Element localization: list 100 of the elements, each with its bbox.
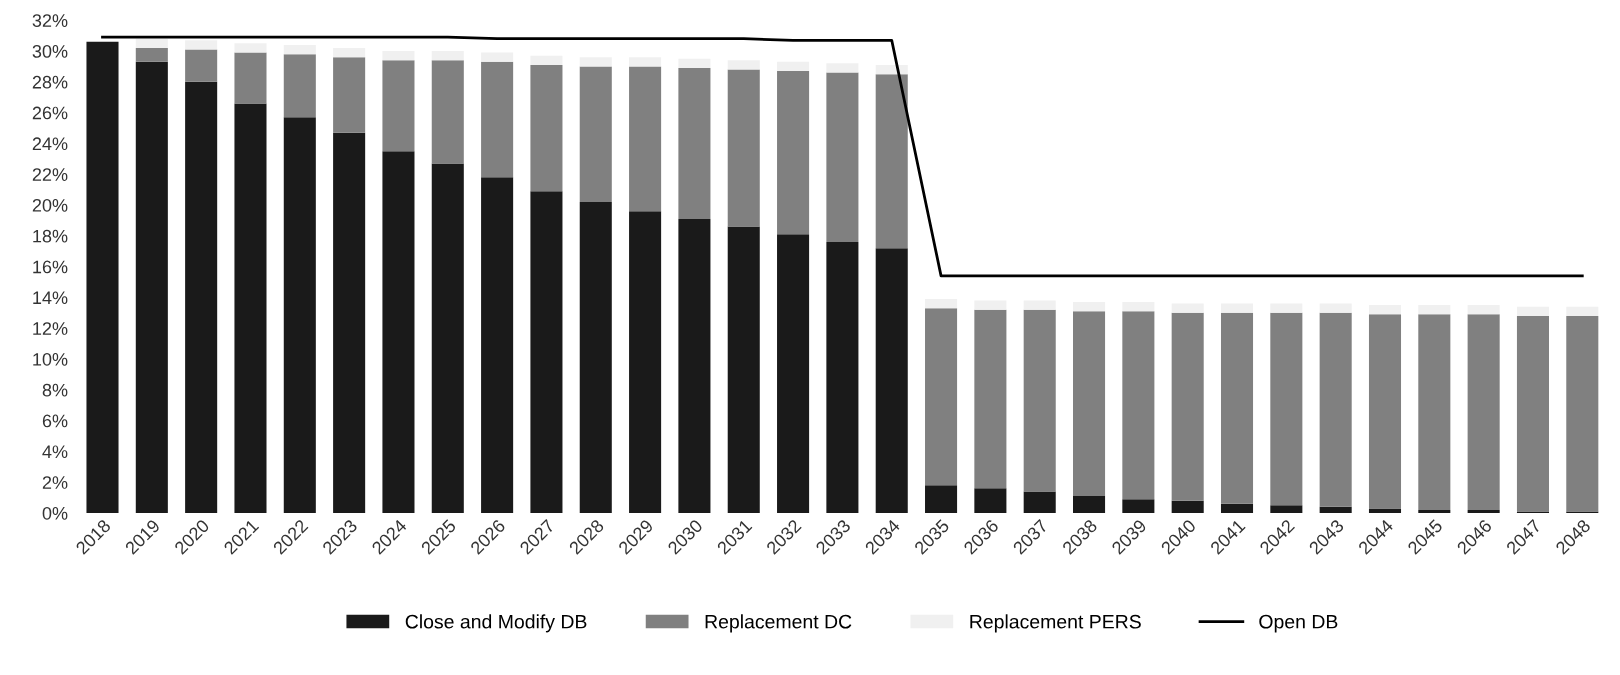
- bar: [283, 117, 316, 513]
- bar: [1122, 302, 1155, 312]
- bar: [1171, 303, 1204, 313]
- bar: [777, 71, 810, 235]
- bar: [1073, 302, 1106, 312]
- bar: [727, 226, 760, 513]
- bar: [481, 177, 514, 513]
- line-series: [101, 35, 1584, 278]
- bar: [678, 218, 711, 513]
- bar: [1467, 509, 1500, 513]
- y-tick-label: 28%: [32, 75, 68, 89]
- bar: [1368, 314, 1402, 509]
- bar: [1418, 305, 1451, 315]
- bar: [135, 38, 168, 48]
- bar: [777, 234, 810, 513]
- bar: [185, 81, 218, 513]
- bar: [974, 300, 1007, 310]
- bar: [579, 66, 612, 202]
- bar: [629, 66, 662, 212]
- y-tick-label: 2%: [42, 476, 68, 489]
- y-tick-label: 20%: [32, 198, 68, 212]
- bar: [1418, 314, 1451, 510]
- bar: [777, 61, 810, 72]
- bar: [1319, 303, 1352, 313]
- bar: [333, 47, 366, 58]
- bar: [1368, 305, 1402, 315]
- y-tick-label: 26%: [32, 106, 68, 120]
- bar: [1023, 300, 1056, 310]
- bar: [1073, 311, 1106, 497]
- bar: [135, 47, 168, 62]
- bar: [1122, 311, 1155, 500]
- bar: [826, 63, 859, 73]
- bar: [925, 308, 958, 486]
- legend-label: Open DB: [1259, 614, 1338, 633]
- bar: [1319, 506, 1352, 513]
- bar: [1516, 315, 1550, 512]
- bar: [234, 52, 267, 104]
- bar: [875, 74, 908, 249]
- bar: [530, 64, 563, 192]
- y-tick-label: 18%: [33, 229, 68, 243]
- bar: [629, 211, 662, 513]
- bar: [1023, 309, 1056, 492]
- y-tick-label: 14%: [33, 291, 68, 305]
- y-tick-label: 32%: [32, 14, 68, 27]
- bar: [1220, 312, 1254, 504]
- bar: [1418, 509, 1451, 513]
- y-tick-label: 10%: [33, 352, 68, 366]
- legend-label: Replacement PERS: [970, 614, 1141, 633]
- bar: [925, 485, 958, 513]
- bar: [875, 248, 908, 513]
- bar: [974, 488, 1007, 513]
- legend-label: Close and Modify DB: [405, 614, 587, 633]
- legend-label: Replacement DC: [705, 614, 852, 633]
- bar: [283, 44, 316, 55]
- bar: [86, 41, 119, 513]
- y-tick-label: 6%: [42, 414, 68, 428]
- bar: [1122, 499, 1155, 513]
- bar: [135, 61, 168, 513]
- bar: [1270, 312, 1303, 506]
- bar: [1566, 306, 1599, 316]
- bar: [234, 43, 267, 53]
- y-tick-label: 12%: [33, 322, 68, 335]
- bar: [1220, 303, 1254, 313]
- bar: [1270, 505, 1303, 513]
- bar: [826, 241, 859, 513]
- bar: [382, 51, 415, 61]
- bar: [530, 55, 563, 65]
- bar: [185, 40, 218, 50]
- bar: [826, 72, 859, 242]
- bar: [382, 151, 415, 513]
- bar: [629, 57, 662, 67]
- y-tick-label: 16%: [33, 260, 68, 274]
- bar: [431, 51, 464, 61]
- bar: [579, 201, 612, 513]
- bar: [727, 69, 760, 227]
- bar: [1319, 312, 1352, 507]
- bar: [1467, 305, 1500, 315]
- bar: [1023, 491, 1056, 513]
- bar: [974, 309, 1007, 489]
- y-tick-label: 24%: [32, 137, 68, 151]
- bar: [1171, 312, 1204, 501]
- bar: [234, 103, 267, 513]
- bar: [283, 54, 316, 118]
- bar: [579, 57, 612, 67]
- bar: [431, 163, 464, 513]
- bar: [1171, 500, 1204, 513]
- bar: [333, 132, 366, 513]
- bar: [678, 58, 711, 68]
- bar: [481, 52, 514, 62]
- y-tick-label: 4%: [42, 445, 68, 459]
- bar: [925, 298, 958, 309]
- bar: [678, 67, 711, 219]
- bar: [382, 60, 415, 152]
- bar: [727, 60, 760, 70]
- bar: [185, 49, 218, 82]
- bar: [481, 61, 514, 178]
- bar: [1220, 503, 1254, 513]
- bar: [1516, 306, 1550, 316]
- y-tick-label: 0%: [42, 506, 68, 520]
- bar: [1566, 315, 1599, 512]
